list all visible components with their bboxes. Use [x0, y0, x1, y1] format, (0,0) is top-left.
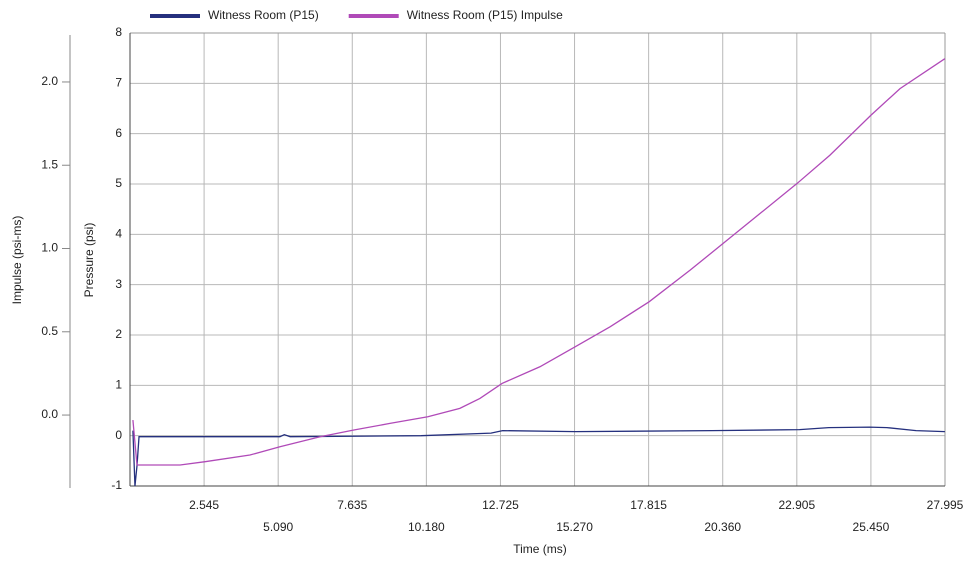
line-series: [132, 58, 946, 466]
x-tick-label: 20.360: [704, 520, 741, 534]
y2-tick-label: 0.5: [41, 324, 58, 338]
y-tick-label: 8: [115, 25, 122, 39]
y-tick-label: -1: [111, 478, 122, 492]
x-axis-title: Time (ms): [513, 542, 567, 556]
y-tick-label: 7: [115, 76, 122, 90]
y2-tick-label: 1.5: [41, 157, 58, 171]
y-tick-label: 5: [115, 176, 122, 190]
y2-tick-label: 1.0: [41, 241, 58, 255]
x-tick-label: 12.725: [482, 498, 519, 512]
legend-label: Witness Room (P15): [208, 8, 319, 22]
x-tick-label: 15.270: [556, 520, 593, 534]
x-tick-label: 10.180: [408, 520, 445, 534]
y-tick-label: 6: [115, 126, 122, 140]
x-tick-label: 22.905: [778, 498, 815, 512]
legend-label: Witness Room (P15) Impulse: [407, 8, 563, 22]
x-tick-label: 2.545: [189, 498, 219, 512]
x-tick-label: 17.815: [630, 498, 667, 512]
x-tick-label: 25.450: [853, 520, 890, 534]
line-series: [132, 426, 945, 487]
x-tick-label: 27.995: [927, 498, 964, 512]
y2-tick-label: 2.0: [41, 74, 58, 88]
y-tick-label: 2: [115, 327, 122, 341]
y-tick-label: 4: [115, 227, 122, 241]
y-tick-label: 0: [115, 428, 122, 442]
y-tick-label: 3: [115, 277, 122, 291]
x-tick-label: 5.090: [263, 520, 293, 534]
y-axis-title: Pressure (psi): [82, 223, 96, 298]
y2-axis-title: Impulse (psi-ms): [10, 216, 24, 305]
x-tick-label: 7.635: [337, 498, 367, 512]
y-tick-label: 1: [115, 378, 122, 392]
y2-tick-label: 0.0: [41, 407, 58, 421]
